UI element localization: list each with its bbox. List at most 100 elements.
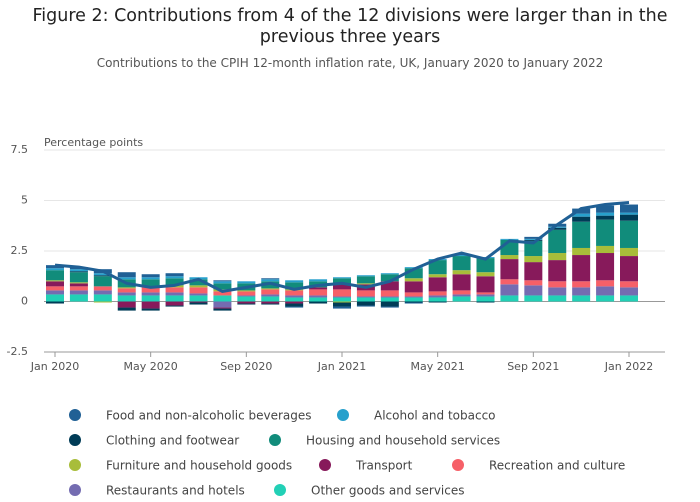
bar [46,280,64,282]
bar [380,281,399,291]
bar [476,296,495,302]
bar [69,283,88,287]
x-tick-label: May 2021 [411,360,465,373]
bar [452,294,471,297]
legend-marker [452,459,464,471]
bar [572,221,591,248]
chart-title: Figure 2: Contributions from 4 of the 12… [32,6,668,47]
bar [333,289,351,297]
bar [548,287,567,296]
y-tick-label: -2.5 [7,345,28,358]
bar [452,290,471,295]
bar [46,268,64,271]
legend-marker [69,459,81,471]
bar [309,279,328,282]
bar [380,273,399,275]
bar [189,285,208,288]
bar [261,296,280,302]
bar [380,306,399,308]
bar [404,268,423,279]
bar [261,279,280,282]
legend-label: Furniture and household goods [106,459,292,473]
bar [117,301,136,308]
legend-marker [69,434,81,446]
bar [404,296,423,298]
bar [165,276,184,279]
bar [524,256,543,263]
bar [261,294,280,297]
bar [356,283,375,285]
bar [69,286,88,291]
bar [117,295,136,302]
bar [500,259,519,280]
bar [452,296,471,302]
bar [165,292,184,296]
bar [46,286,64,291]
bar [93,273,112,276]
bar [404,292,423,297]
legend-label: Transport [355,459,413,473]
x-tick-label: Jan 2022 [604,360,653,373]
bar [69,269,88,272]
bar [404,281,423,293]
bar [548,281,567,288]
bar [69,294,88,302]
bar [117,288,136,293]
bar [428,295,447,298]
bar [548,229,567,254]
bar [452,270,471,275]
bar [620,256,638,282]
bar [165,287,184,293]
bar [237,281,256,284]
legend-label: Restaurants and hotels [106,484,245,498]
bar [261,288,280,290]
legend-marker [337,409,349,421]
legend-marker [319,459,331,471]
bar [620,281,638,288]
legend-label: Clothing and footwear [106,434,239,448]
bar [524,280,543,286]
bar [261,301,280,304]
bar [356,290,375,297]
bar [428,301,447,303]
bar [428,274,447,278]
bar [213,291,232,296]
bar [476,294,495,297]
bar [500,255,519,260]
bar [572,295,591,302]
bar [428,277,447,292]
bar [356,275,375,277]
bar [620,220,638,248]
bar [237,301,256,304]
legend-marker [69,409,81,421]
bar [93,276,112,287]
bar [285,290,304,296]
bar [237,296,256,302]
bar [476,292,495,295]
bar [572,208,591,214]
bar [428,260,447,275]
bar [46,281,64,287]
bar [309,289,328,296]
bar [213,308,232,311]
bar [237,290,256,292]
bar [596,219,615,246]
bar [93,290,112,295]
bar [309,297,328,302]
bar [333,302,351,307]
bar [404,278,423,282]
legend-marker [69,484,81,496]
bar [572,281,591,288]
bar [524,285,543,296]
bar [524,262,543,281]
bar [452,274,471,291]
bar [213,301,232,308]
y-tick-label: 5 [21,194,28,207]
bar [213,307,232,309]
bar [333,297,351,302]
bar [141,295,160,302]
bar [476,272,495,277]
bar [500,279,519,285]
bar [141,308,160,311]
